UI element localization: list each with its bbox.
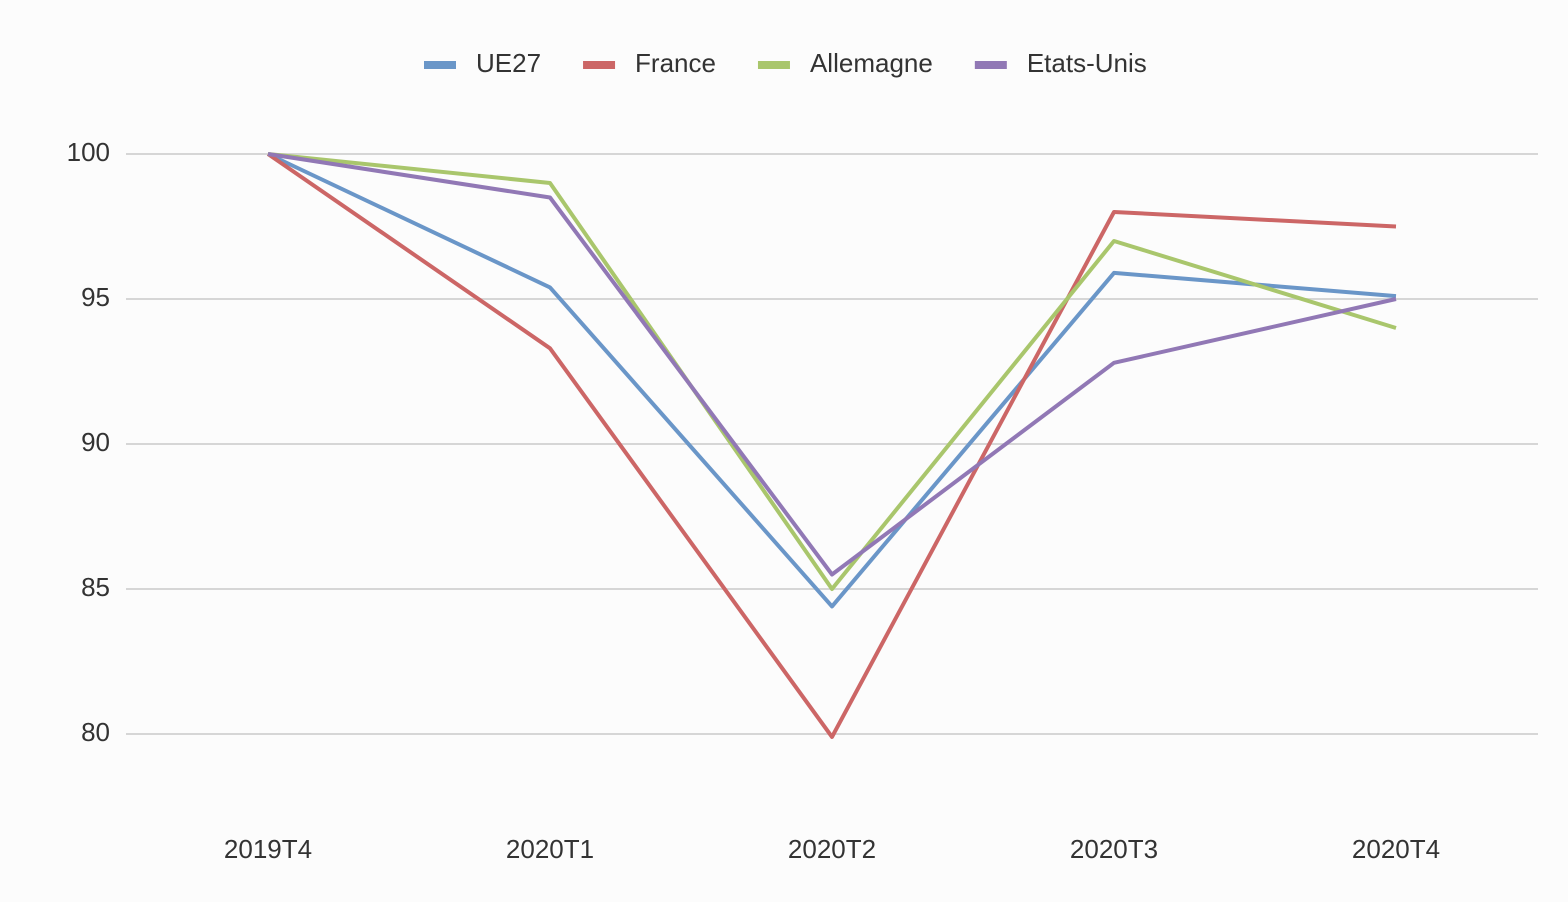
y-tick-label: 90 xyxy=(81,427,110,457)
x-tick-label: 2020T4 xyxy=(1352,834,1440,864)
x-tick-label: 2019T4 xyxy=(224,834,312,864)
series-line xyxy=(266,152,1397,739)
legend-label: UE27 xyxy=(476,48,541,78)
x-tick-label: 2020T3 xyxy=(1070,834,1158,864)
y-tick-label: 100 xyxy=(67,137,110,167)
y-tick-label: 95 xyxy=(81,282,110,312)
legend-label: Etats-Unis xyxy=(1027,48,1147,78)
x-tick-label: 2020T1 xyxy=(506,834,594,864)
y-tick-label: 80 xyxy=(81,717,110,747)
legend-label: France xyxy=(635,48,716,78)
series-line xyxy=(267,152,1397,577)
x-tick-label: 2020T2 xyxy=(788,834,876,864)
legend-label: Allemagne xyxy=(810,48,933,78)
series-line xyxy=(267,152,1397,591)
series-line xyxy=(267,152,1397,609)
y-tick-label: 85 xyxy=(81,572,110,602)
